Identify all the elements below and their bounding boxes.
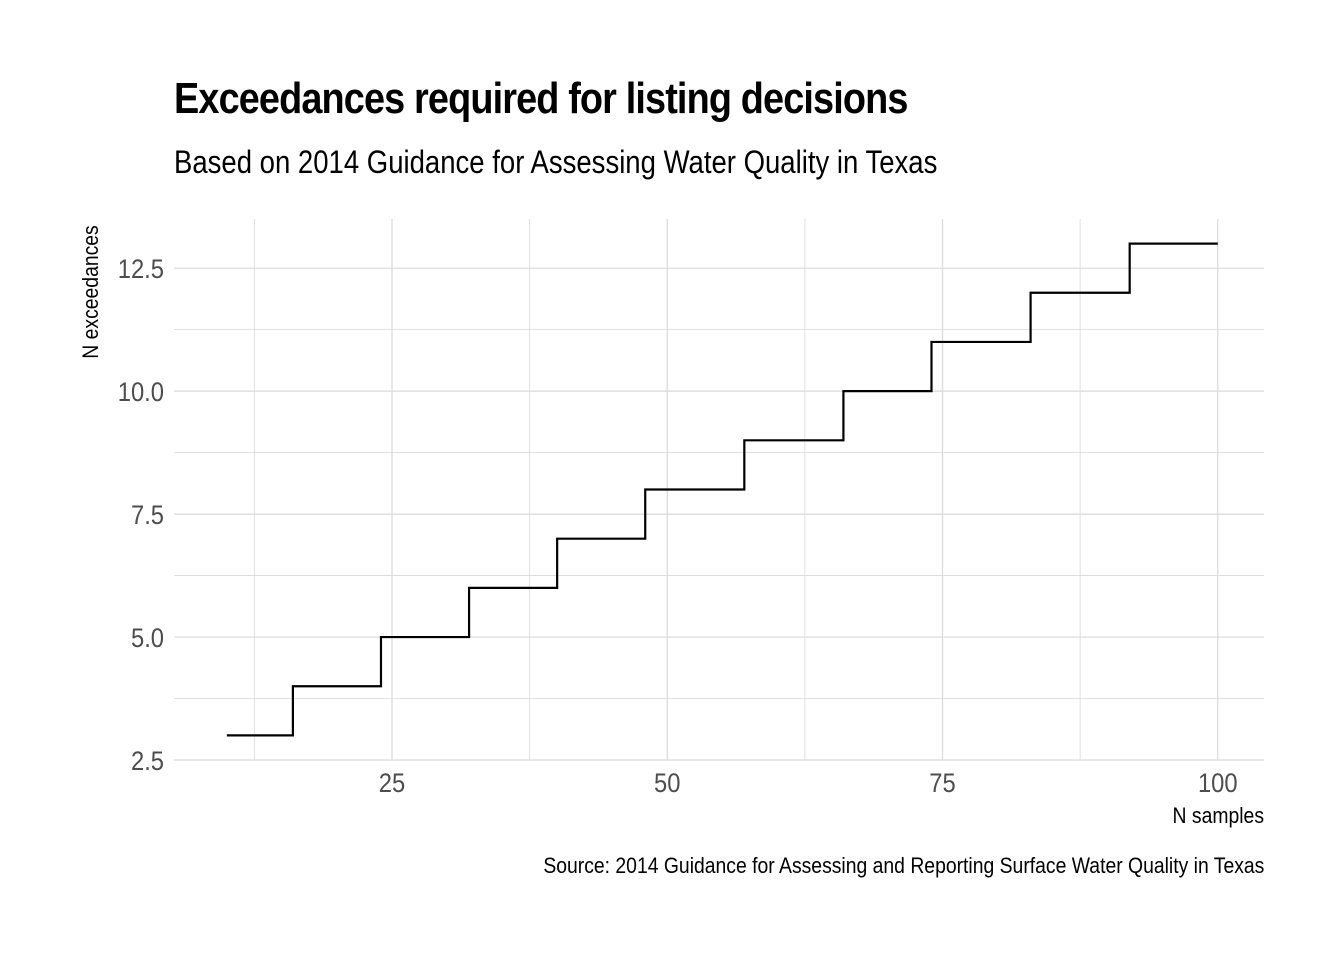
x-tick-label: 50	[654, 769, 680, 799]
y-tick-label: 7.5	[131, 501, 164, 531]
step-line	[226, 242, 1218, 737]
x-tick-label: 100	[1198, 769, 1238, 799]
x-tick-label: 25	[379, 769, 405, 799]
y-axis-label: N exceedances	[79, 225, 103, 358]
minor-gridlines	[174, 219, 1264, 760]
series-layer	[226, 242, 1218, 737]
chart-caption: Source: 2014 Guidance for Assessing and …	[542, 853, 1264, 878]
y-tick-label: 2.5	[131, 747, 164, 777]
chart-title: Exceedances required for listing decisio…	[174, 74, 908, 123]
y-axis-ticks: 2.5 5.0 7.5 10.0 12.5	[118, 255, 164, 777]
major-gridlines	[174, 219, 1264, 761]
x-tick-label: 75	[929, 769, 955, 799]
chart-subtitle: Based on 2014 Guidance for Assessing Wat…	[174, 144, 938, 180]
y-tick-label: 12.5	[118, 255, 164, 285]
y-tick-label: 10.0	[118, 378, 164, 408]
x-axis-ticks: 25 50 75 100	[379, 769, 1238, 799]
y-tick-label: 5.0	[131, 624, 164, 654]
x-axis-label: N samples	[1173, 804, 1264, 828]
